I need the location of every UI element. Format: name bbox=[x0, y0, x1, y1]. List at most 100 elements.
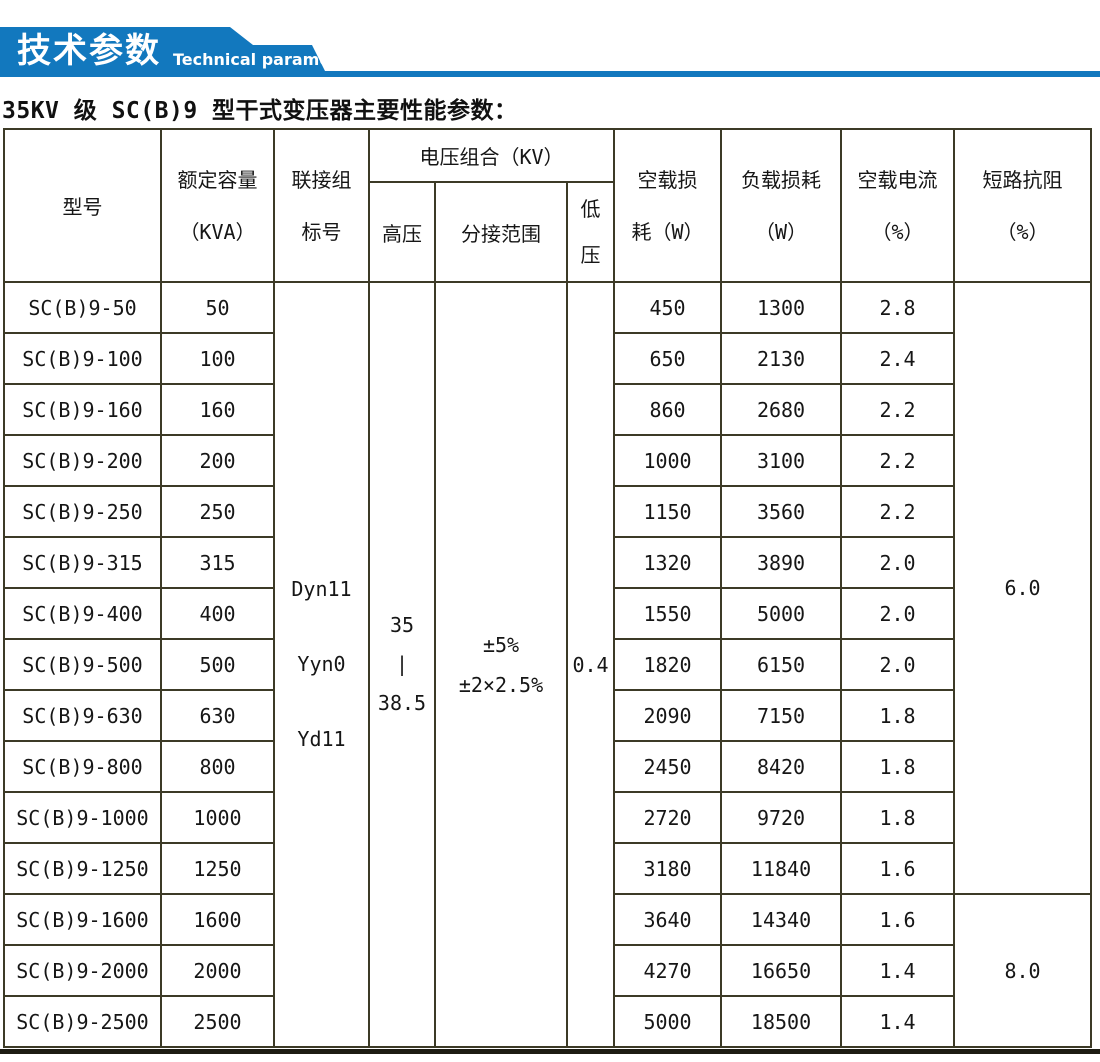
table-row: SC(B)9-1250 1250 3180 11840 1.6 bbox=[3, 842, 1091, 895]
banner-title-en: Technical parameter bbox=[173, 50, 357, 69]
table-row: SC(B)9-2500 2500 5000 18500 1.4 bbox=[3, 995, 1091, 1048]
model-cell: SC(B)9-315 bbox=[3, 536, 162, 589]
no-load-current-cell: 2.2 bbox=[840, 434, 956, 487]
model-cell: SC(B)9-630 bbox=[3, 689, 162, 742]
table-row: SC(B)9-400 400 1550 5000 2.0 bbox=[3, 587, 1091, 640]
model-cell: SC(B)9-2000 bbox=[3, 944, 162, 997]
capacity-cell: 2500 bbox=[160, 995, 275, 1048]
capacity-cell: 630 bbox=[160, 689, 275, 742]
table-row: SC(B)9-1000 1000 2720 9720 1.8 bbox=[3, 791, 1091, 844]
model-cell: SC(B)9-1250 bbox=[3, 842, 162, 895]
load-loss-cell: 3560 bbox=[720, 485, 843, 538]
no-load-loss-cell: 860 bbox=[613, 383, 723, 436]
capacity-cell: 160 bbox=[160, 383, 275, 436]
page-title: 35KV 级 SC(B)9 型干式变压器主要性能参数： bbox=[2, 98, 518, 124]
model-cell: SC(B)9-200 bbox=[3, 434, 162, 487]
no-load-current-cell: 2.4 bbox=[840, 332, 956, 385]
no-load-current-cell: 1.8 bbox=[840, 689, 956, 742]
no-load-loss-cell: 450 bbox=[613, 281, 723, 334]
no-load-current-cell: 1.4 bbox=[840, 944, 956, 997]
parameters-table: 型号 额定容量 （KVA） 联接组 标号 电压组合（KV） 空载损 耗（W） 负… bbox=[3, 128, 1093, 1048]
table-row: SC(B)9-200 200 1000 3100 2.2 bbox=[3, 434, 1091, 487]
capacity-cell: 500 bbox=[160, 638, 275, 691]
col-header-tap-range: 分接范围 bbox=[434, 181, 568, 283]
capacity-cell: 1600 bbox=[160, 893, 275, 946]
model-cell: SC(B)9-160 bbox=[3, 383, 162, 436]
capacity-cell: 800 bbox=[160, 740, 275, 793]
load-loss-cell: 14340 bbox=[720, 893, 843, 946]
no-load-loss-cell: 650 bbox=[613, 332, 723, 385]
no-load-loss-cell: 5000 bbox=[613, 995, 723, 1048]
load-loss-cell: 2680 bbox=[720, 383, 843, 436]
load-loss-cell: 2130 bbox=[720, 332, 843, 385]
no-load-current-cell: 1.8 bbox=[840, 791, 956, 844]
capacity-cell: 400 bbox=[160, 587, 275, 640]
model-cell: SC(B)9-800 bbox=[3, 740, 162, 793]
no-load-loss-cell: 1150 bbox=[613, 485, 723, 538]
model-cell: SC(B)9-500 bbox=[3, 638, 162, 691]
table-row: SC(B)9-315 315 1320 3890 2.0 bbox=[3, 536, 1091, 589]
no-load-current-cell: 2.8 bbox=[840, 281, 956, 334]
no-load-current-cell: 1.4 bbox=[840, 995, 956, 1048]
load-loss-cell: 11840 bbox=[720, 842, 843, 895]
no-load-loss-cell: 2450 bbox=[613, 740, 723, 793]
banner-title-cn: 技术参数 bbox=[17, 31, 161, 71]
model-cell: SC(B)9-2500 bbox=[3, 995, 162, 1048]
load-loss-cell: 16650 bbox=[720, 944, 843, 997]
load-loss-cell: 7150 bbox=[720, 689, 843, 742]
no-load-loss-cell: 2090 bbox=[613, 689, 723, 742]
no-load-current-cell: 1.8 bbox=[840, 740, 956, 793]
col-header-no-load-loss: 空载损 耗（W） bbox=[613, 128, 723, 283]
model-cell: SC(B)9-100 bbox=[3, 332, 162, 385]
load-loss-cell: 1300 bbox=[720, 281, 843, 334]
load-loss-cell: 3890 bbox=[720, 536, 843, 589]
model-cell: SC(B)9-250 bbox=[3, 485, 162, 538]
capacity-cell: 2000 bbox=[160, 944, 275, 997]
table-row: SC(B)9-500 500 1820 6150 2.0 bbox=[3, 638, 1091, 691]
no-load-loss-cell: 2720 bbox=[613, 791, 723, 844]
no-load-loss-cell: 3180 bbox=[613, 842, 723, 895]
impedance-group-b-cell: 8.0 bbox=[953, 893, 1093, 1048]
no-load-loss-cell: 1820 bbox=[613, 638, 723, 691]
col-header-connection-group: 联接组 标号 bbox=[273, 128, 370, 283]
parameters-table-wrap: 型号 额定容量 （KVA） 联接组 标号 电压组合（KV） 空载损 耗（W） 负… bbox=[3, 128, 1093, 1048]
table-row: SC(B)9-250 250 1150 3560 2.2 bbox=[3, 485, 1091, 538]
no-load-current-cell: 1.6 bbox=[840, 842, 956, 895]
col-header-model: 型号 bbox=[3, 128, 162, 283]
capacity-cell: 1250 bbox=[160, 842, 275, 895]
col-header-load-loss: 负载损耗 （W） bbox=[720, 128, 843, 283]
lv-cell: 0.4 bbox=[565, 281, 616, 1048]
no-load-current-cell: 1.6 bbox=[840, 893, 956, 946]
no-load-current-cell: 2.0 bbox=[840, 536, 956, 589]
table-bottom-rule bbox=[0, 1049, 1100, 1054]
load-loss-cell: 8420 bbox=[720, 740, 843, 793]
no-load-current-cell: 2.2 bbox=[840, 383, 956, 436]
load-loss-cell: 18500 bbox=[720, 995, 843, 1048]
load-loss-cell: 9720 bbox=[720, 791, 843, 844]
col-header-voltage-combination: 电压组合（KV） bbox=[367, 128, 616, 183]
load-loss-cell: 5000 bbox=[720, 587, 843, 640]
model-cell: SC(B)9-400 bbox=[3, 587, 162, 640]
capacity-cell: 100 bbox=[160, 332, 275, 385]
col-header-hv: 高压 bbox=[368, 181, 436, 283]
no-load-current-cell: 2.2 bbox=[840, 485, 956, 538]
capacity-cell: 250 bbox=[160, 485, 275, 538]
no-load-loss-cell: 4270 bbox=[613, 944, 723, 997]
no-load-loss-cell: 3640 bbox=[613, 893, 723, 946]
no-load-loss-cell: 1550 bbox=[613, 587, 723, 640]
table-row: SC(B)9-50 50 Dyn11 Yyn0 Yd11 35 | 38.5 ±… bbox=[3, 281, 1093, 1048]
banner-ribbon-shape bbox=[0, 27, 1100, 77]
capacity-cell: 50 bbox=[160, 281, 275, 334]
col-header-capacity: 额定容量 （KVA） bbox=[160, 128, 275, 283]
model-cell: SC(B)9-1000 bbox=[3, 791, 162, 844]
model-cell: SC(B)9-50 bbox=[3, 281, 162, 334]
load-loss-cell: 6150 bbox=[720, 638, 843, 691]
hv-cell: 35 | 38.5 bbox=[368, 281, 436, 1048]
col-header-no-load-current: 空载电流 （%） bbox=[840, 128, 956, 283]
table-row: SC(B)9-1600 1600 3640 14340 1.6 8.0 bbox=[3, 893, 1093, 1048]
capacity-cell: 315 bbox=[160, 536, 275, 589]
tap-range-cell: ±5% ±2×2.5% bbox=[434, 281, 568, 1048]
table-row: SC(B)9-630 630 2090 7150 1.8 bbox=[3, 689, 1091, 742]
no-load-current-cell: 2.0 bbox=[840, 638, 956, 691]
no-load-loss-cell: 1320 bbox=[613, 536, 723, 589]
